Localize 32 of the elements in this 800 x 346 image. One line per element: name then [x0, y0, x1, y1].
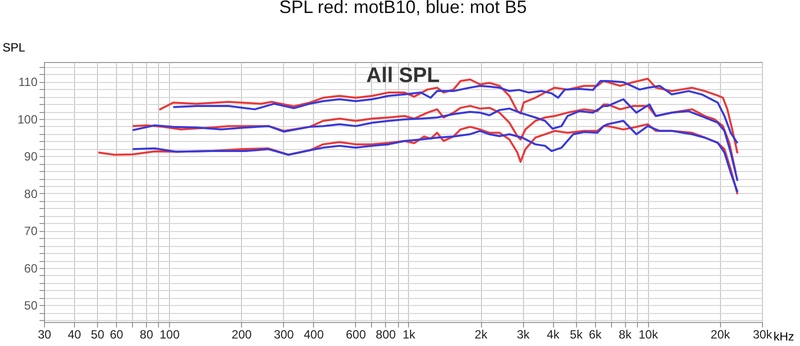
- x-tick-label: 3k: [516, 328, 530, 342]
- x-tick-label: 8k: [618, 328, 632, 342]
- x-tick-label: 300: [274, 328, 294, 342]
- chart-title: SPL red: motB10, blue: mot B5: [279, 0, 527, 17]
- x-axis-title: kHz: [774, 330, 794, 344]
- x-tick-label: 50: [90, 328, 105, 342]
- x-tick-label: 2k: [474, 328, 488, 342]
- x-tick-label: 4k: [546, 328, 560, 342]
- y-tick-label: 100: [17, 112, 38, 126]
- y-tick-label: 50: [24, 298, 38, 313]
- x-tick-label: 30: [38, 328, 52, 342]
- annotation: All SPL: [366, 64, 440, 87]
- x-tick-label: 6k: [588, 328, 603, 342]
- x-tick-label: 5k: [570, 328, 584, 342]
- x-tick-label: 80: [140, 328, 154, 342]
- x-tick-label: 10k: [638, 328, 659, 342]
- x-tick-label: 20k: [710, 328, 732, 342]
- y-tick-label: 70: [24, 224, 38, 238]
- y-tick-label: 110: [18, 75, 38, 90]
- y-axis-title: SPL: [2, 40, 26, 54]
- x-tick-label: 60: [110, 328, 124, 342]
- x-tick-label: 40: [68, 328, 82, 342]
- x-tick-label: 1k: [402, 328, 416, 342]
- x-tick-label: 400: [304, 328, 324, 342]
- x-tick-label: 800: [376, 328, 396, 342]
- y-tick-label: 60: [24, 261, 38, 276]
- x-tick-label: 600: [346, 328, 366, 342]
- y-tick-label: 90: [24, 150, 38, 164]
- x-tick-label: 30k: [752, 328, 774, 342]
- x-tick-label: 100: [160, 328, 180, 342]
- y-tick-label: 80: [24, 186, 38, 201]
- x-tick-label: 200: [232, 328, 252, 342]
